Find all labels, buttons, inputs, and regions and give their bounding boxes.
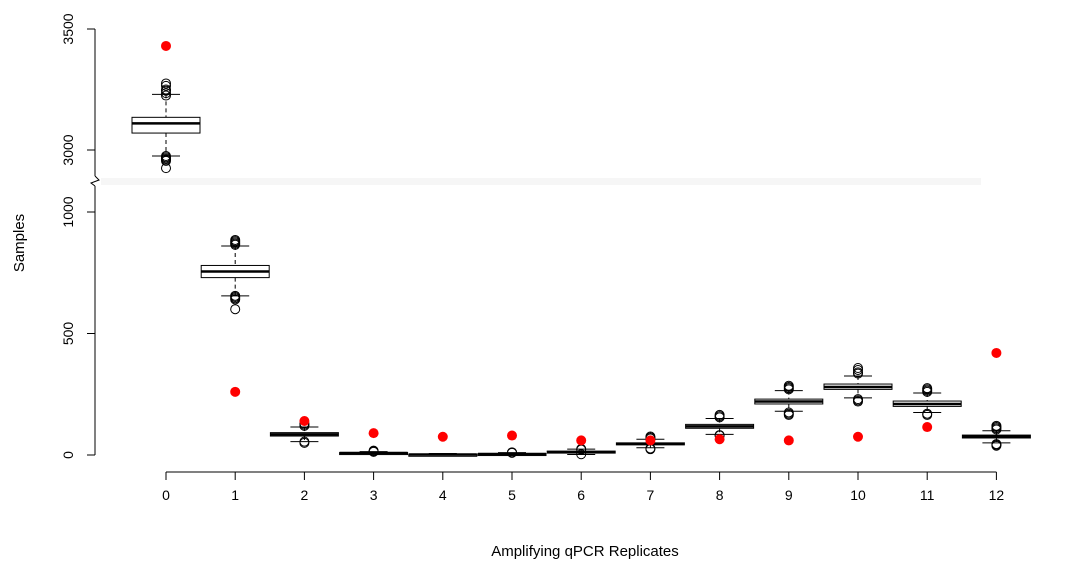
box-group-4 <box>408 431 478 457</box>
observed-point <box>299 415 310 426</box>
outlier-point <box>922 408 933 419</box>
box-group-10 <box>823 363 893 442</box>
box-group-9 <box>754 380 824 446</box>
observed-point <box>576 435 587 446</box>
x-tick-label: 9 <box>785 487 793 503</box>
observed-point <box>714 434 725 445</box>
outlier-point <box>161 163 171 174</box>
box-group-11 <box>892 383 962 433</box>
outlier-point <box>299 436 310 447</box>
observed-point <box>783 435 794 446</box>
x-tick-label: 6 <box>577 487 585 503</box>
outlier-point <box>368 445 379 456</box>
box-group-6 <box>546 435 616 460</box>
box-group-7 <box>615 431 685 455</box>
break-zigzag <box>89 175 100 187</box>
outlier-point <box>991 420 1002 431</box>
x-axis-title: Amplifying qPCR Replicates <box>491 543 679 560</box>
y-axis-break-mark <box>89 150 981 212</box>
observed-point <box>437 431 448 442</box>
outlier-point <box>161 151 171 162</box>
outlier-point <box>230 290 241 301</box>
x-tick-label: 2 <box>301 487 309 503</box>
y-axis-upper: 3000 3500 <box>60 13 96 166</box>
y-tick-label: 3500 <box>60 13 76 44</box>
outlier-point <box>783 407 794 418</box>
box-group-0 <box>131 40 201 174</box>
outlier-point <box>161 90 171 101</box>
box-group-5 <box>477 430 547 458</box>
plot-marks <box>131 40 1031 460</box>
observed-point <box>230 386 241 397</box>
outlier-point <box>783 380 794 391</box>
box-group-3 <box>339 428 409 457</box>
box-group-2 <box>269 415 339 448</box>
observed-point <box>991 347 1002 358</box>
y-tick-label: 3000 <box>60 134 76 165</box>
x-tick-label: 1 <box>231 487 239 503</box>
outlier-point <box>853 394 863 405</box>
x-tick-label: 4 <box>439 487 447 503</box>
outlier-point <box>853 367 863 378</box>
x-tick-label: 11 <box>920 487 935 503</box>
box-group-8 <box>685 409 755 445</box>
observed-point <box>368 428 379 439</box>
box-group-1 <box>200 234 270 397</box>
x-tick-label: 5 <box>508 487 516 503</box>
observed-point <box>853 431 863 442</box>
y-tick-label: 0 <box>60 451 76 459</box>
outlier-point <box>853 363 863 374</box>
x-axis: 0 1 2 3 4 5 6 7 8 9 10 11 12 <box>162 471 1005 503</box>
x-tick-label: 10 <box>850 487 866 503</box>
outlier-point <box>576 449 587 460</box>
observed-point <box>645 435 656 446</box>
outlier-point <box>714 409 725 420</box>
outlier-point <box>507 447 517 458</box>
outlier-point <box>161 84 171 95</box>
box-group-12 <box>961 347 1031 451</box>
y-tick-label: 1000 <box>60 196 76 227</box>
outlier-point <box>161 78 171 89</box>
observed-point <box>922 422 933 433</box>
x-tick-label: 7 <box>647 487 655 503</box>
outlier-point <box>230 234 241 245</box>
observed-point <box>161 40 171 51</box>
y-tick-label: 500 <box>60 322 76 346</box>
outlier-point <box>161 80 171 91</box>
y-axis-lower: 0 500 1000 <box>60 196 96 459</box>
outlier-point <box>161 88 171 99</box>
outlier-point <box>991 439 1002 450</box>
x-tick-label: 12 <box>989 487 1005 503</box>
x-tick-label: 8 <box>716 487 724 503</box>
box-iqr <box>131 116 201 134</box>
x-tick-label: 0 <box>162 487 170 503</box>
y-axis-title: Samples <box>11 214 28 272</box>
break-band <box>101 178 981 185</box>
observed-point <box>507 430 517 441</box>
outlier-point <box>230 304 241 315</box>
outlier-point <box>922 383 933 394</box>
x-tick-label: 3 <box>370 487 378 503</box>
